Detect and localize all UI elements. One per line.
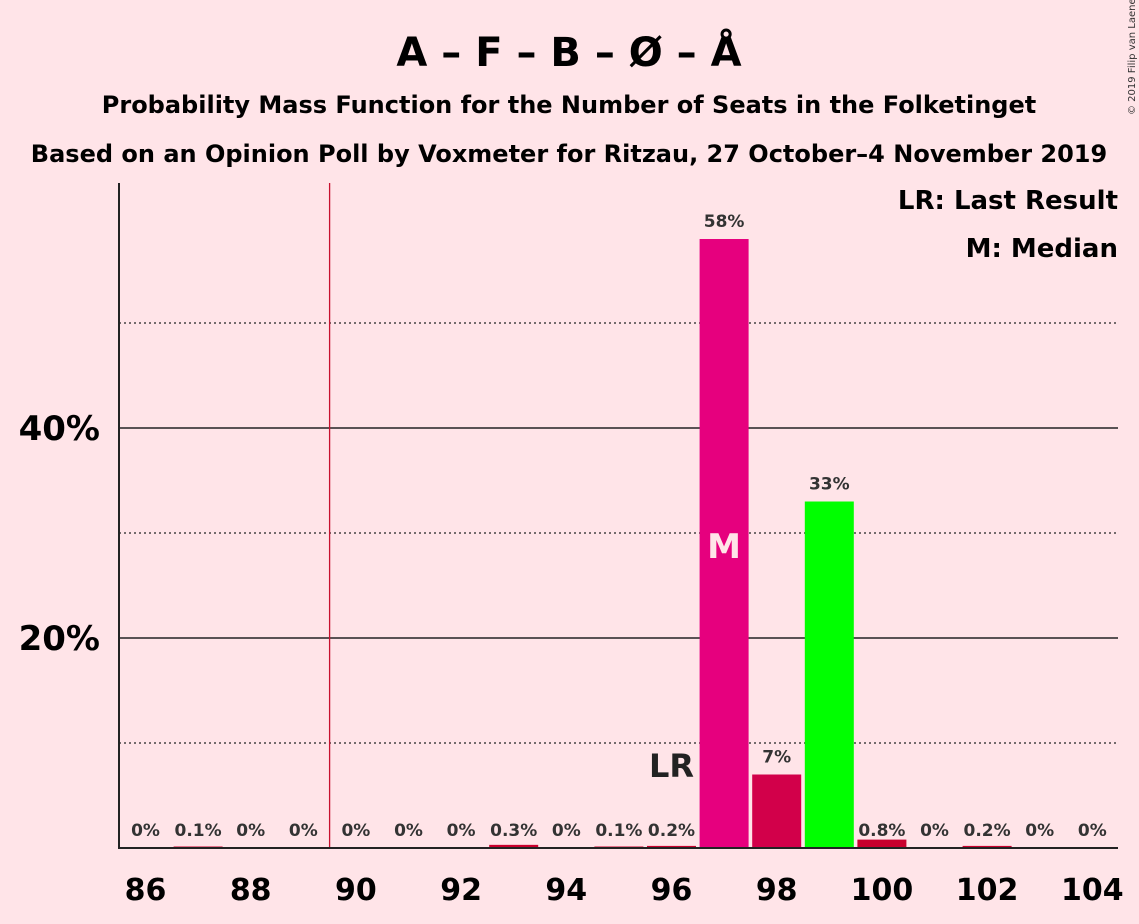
bar-97 <box>699 239 749 848</box>
value-label-89: 0% <box>289 821 318 841</box>
copyright-credit: © 2019 Filip van Laenen <box>1127 0 1138 115</box>
value-label-98: 7% <box>762 748 791 768</box>
chart-title: A – F – B – Ø – Å <box>396 27 741 76</box>
bar-99 <box>804 501 854 848</box>
bars-group <box>173 239 1012 848</box>
x-tick-label: 96 <box>651 873 693 908</box>
value-label-91: 0% <box>394 821 423 841</box>
median-label: M <box>707 527 741 567</box>
x-tick-label: 104 <box>1061 873 1124 908</box>
bar-96 <box>647 845 696 848</box>
value-label-101: 0% <box>920 821 949 841</box>
value-label-104: 0% <box>1078 821 1107 841</box>
bar-98 <box>752 774 802 848</box>
x-tick-label: 92 <box>440 873 482 908</box>
x-tick-label: 86 <box>125 873 167 908</box>
x-tick-label: 100 <box>851 873 914 908</box>
x-tick-label: 94 <box>545 873 587 908</box>
bar-93 <box>489 844 539 848</box>
value-label-96: 0.2% <box>648 821 695 841</box>
value-label-99: 33% <box>809 475 850 495</box>
value-label-100: 0.8% <box>858 821 905 841</box>
y-tick-label: 20% <box>19 619 100 659</box>
value-label-88: 0% <box>236 821 265 841</box>
chart-subtitle: Probability Mass Function for the Number… <box>102 91 1036 119</box>
last-result-label: LR <box>649 747 694 785</box>
x-tick-label: 90 <box>335 873 377 908</box>
chart-subtitle-2: Based on an Opinion Poll by Voxmeter for… <box>31 140 1107 168</box>
value-label-102: 0.2% <box>964 821 1011 841</box>
value-labels-group: 0% 0.1% 0% 0% 0% 0% 0% 0.3% 0% 0.1% 0.2% 58% 7% 33% 0.… <box>131 212 1107 841</box>
value-label-92: 0% <box>447 821 476 841</box>
value-label-95: 0.1% <box>595 821 642 841</box>
markers-group: LR M <box>328 183 741 848</box>
bar-102 <box>962 845 1012 848</box>
x-tick-label: 98 <box>756 873 798 908</box>
value-label-103: 0% <box>1025 821 1054 841</box>
x-tick-label: 88 <box>230 873 272 908</box>
value-label-97: 58% <box>704 212 745 232</box>
value-label-86: 0% <box>131 821 160 841</box>
legend-median: M: Median <box>966 234 1118 264</box>
value-label-93: 0.3% <box>490 821 537 841</box>
axes-group: 20% 40% 86 88 90 92 94 96 98 100 102 104 <box>19 183 1124 908</box>
gridlines <box>119 322 1118 744</box>
value-label-90: 0% <box>341 821 370 841</box>
bar-100 <box>857 839 907 848</box>
value-label-87: 0.1% <box>175 821 222 841</box>
value-label-94: 0% <box>552 821 581 841</box>
y-tick-label: 40% <box>19 409 100 449</box>
legend-last-result: LR: Last Result <box>898 186 1118 216</box>
x-tick-label: 102 <box>956 873 1019 908</box>
